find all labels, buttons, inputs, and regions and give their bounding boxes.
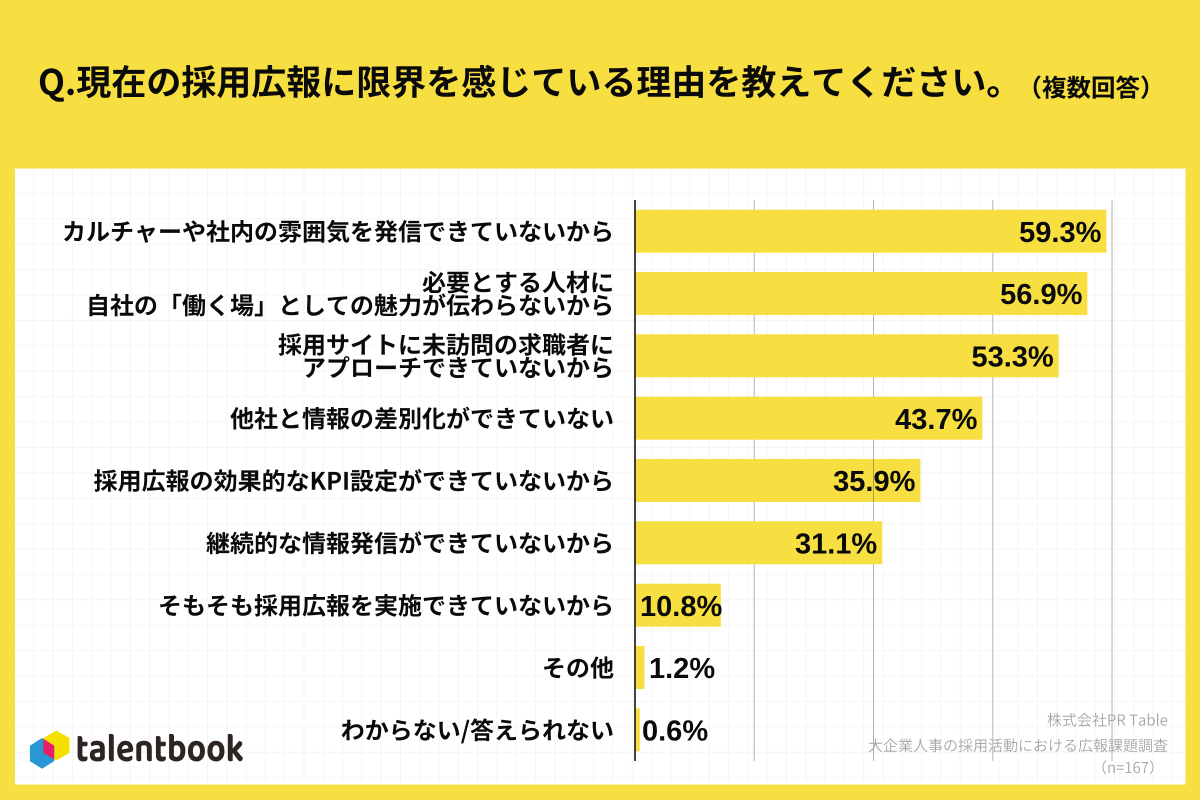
svg-text:31.1%: 31.1% [795, 528, 877, 560]
svg-text:56.9%: 56.9% [1000, 279, 1082, 311]
svg-text:53.3%: 53.3% [971, 341, 1053, 373]
svg-text:59.3%: 59.3% [1019, 217, 1101, 249]
svg-text:0.6%: 0.6% [642, 715, 708, 747]
svg-text:1.2%: 1.2% [649, 653, 715, 685]
svg-text:10.8%: 10.8% [640, 591, 722, 623]
svg-text:35.9%: 35.9% [833, 466, 915, 498]
svg-text:43.7%: 43.7% [895, 404, 977, 436]
